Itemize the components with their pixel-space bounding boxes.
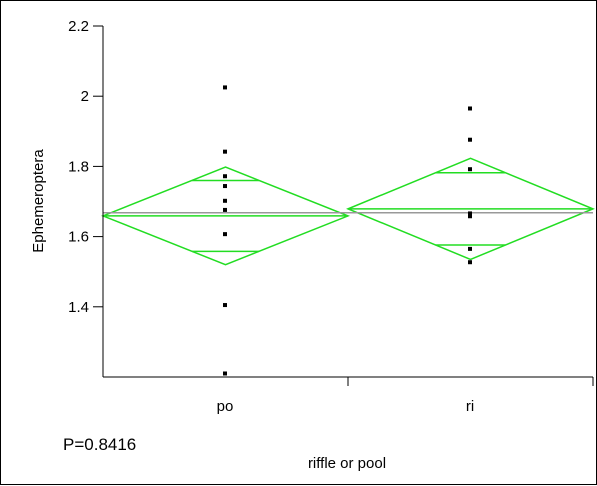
x-ticks: po ri bbox=[217, 377, 594, 415]
mean-diamonds bbox=[100, 157, 595, 266]
x-tick-label-ri: ri bbox=[466, 398, 474, 415]
data-point-ri-6 bbox=[468, 260, 472, 265]
y-tick-label-1.8: 1.8 bbox=[68, 158, 89, 175]
data-point-po-8 bbox=[223, 371, 227, 376]
data-point-ri-0 bbox=[468, 106, 472, 111]
y-axis-title: Ephemeroptera bbox=[30, 149, 47, 253]
y-tick-label-1.6: 1.6 bbox=[68, 229, 89, 246]
data-point-ri-3 bbox=[468, 211, 472, 216]
data-point-po-3 bbox=[223, 184, 227, 189]
p-value-annotation: P=0.8416 bbox=[63, 435, 136, 454]
data-point-ri-2 bbox=[468, 167, 472, 172]
data-point-ri-1 bbox=[468, 137, 472, 142]
y-tick-label-1.4: 1.4 bbox=[68, 299, 89, 316]
x-tick-label-po: po bbox=[217, 398, 234, 415]
data-point-ri-5 bbox=[468, 246, 472, 251]
y-tick-label-2: 2 bbox=[81, 88, 89, 105]
data-point-po-6 bbox=[223, 232, 227, 237]
data-points bbox=[223, 85, 472, 376]
data-point-po-1 bbox=[223, 149, 227, 154]
y-tick-label-2.2: 2.2 bbox=[68, 18, 89, 35]
data-point-ri-4 bbox=[468, 214, 472, 219]
data-point-po-4 bbox=[223, 198, 227, 203]
data-point-po-2 bbox=[223, 174, 227, 179]
data-point-po-5 bbox=[223, 207, 227, 212]
data-point-po-7 bbox=[223, 303, 227, 308]
x-axis-title: riffle or pool bbox=[308, 455, 386, 472]
data-point-po-0 bbox=[223, 85, 227, 90]
y-ticks: 1.4 1.6 1.8 2 2.2 bbox=[68, 18, 103, 316]
